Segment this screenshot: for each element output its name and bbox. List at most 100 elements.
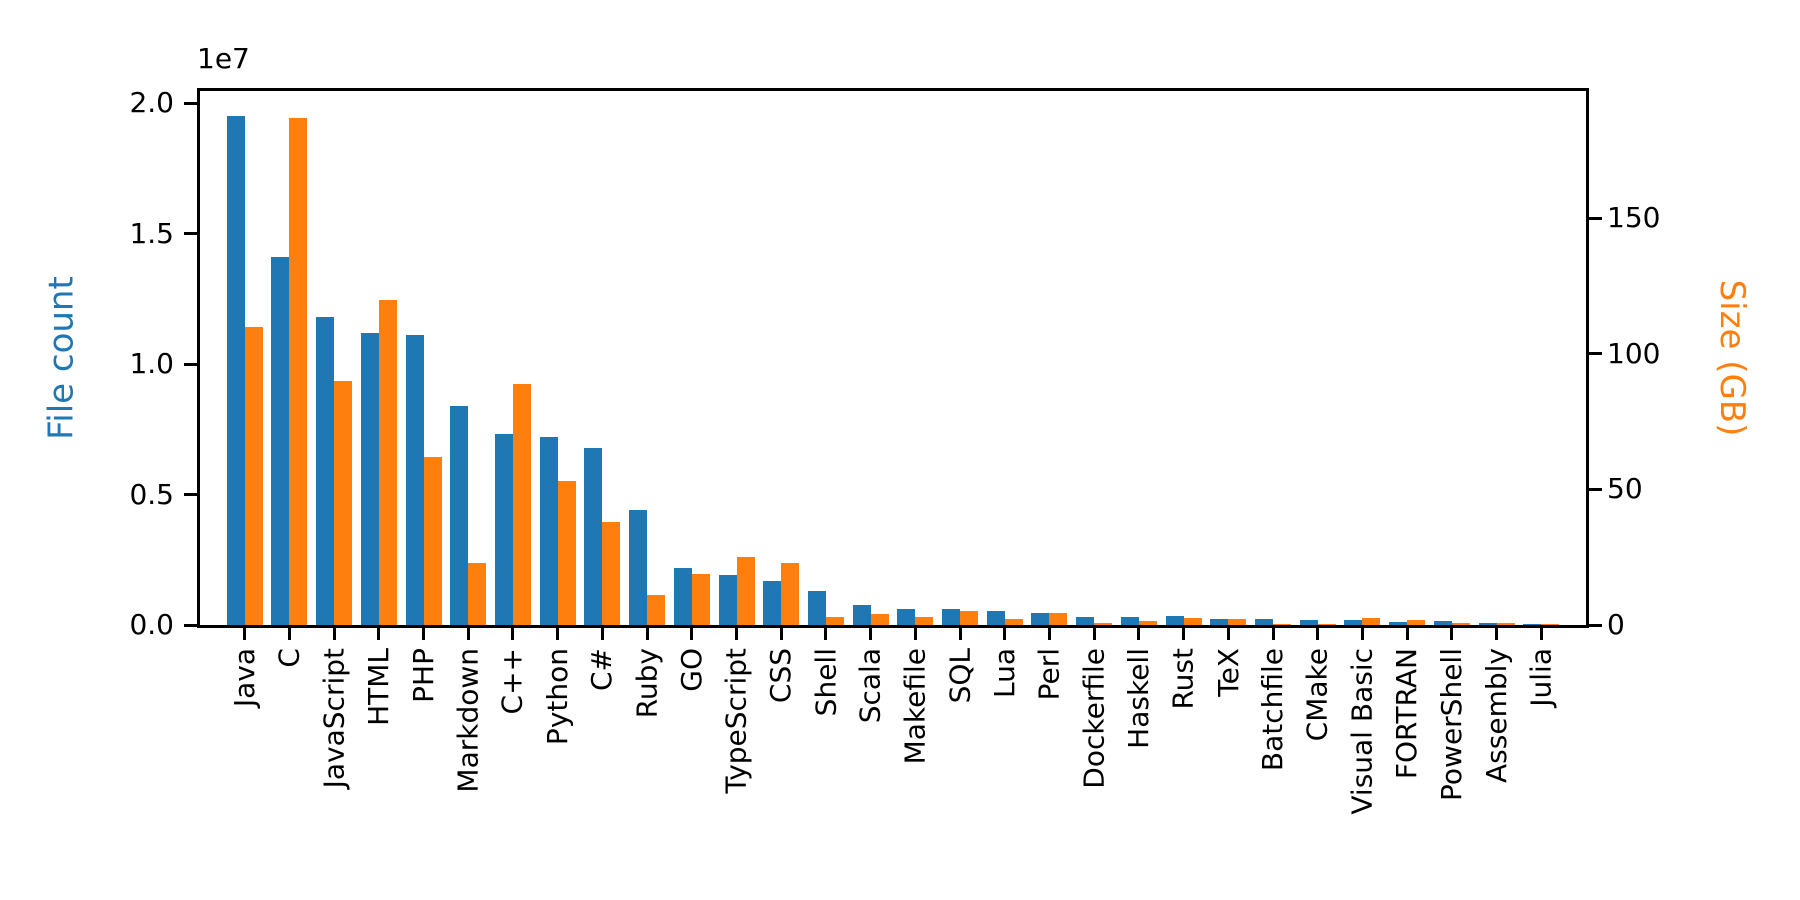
bar-file-count-TeX: [1210, 619, 1229, 625]
x-tick-Java: [243, 628, 247, 640]
x-tick-Makefile: [913, 628, 917, 640]
bar-size-HTML: [378, 299, 397, 625]
x-tick-PHP: [422, 628, 426, 640]
x-tick-CSS: [779, 628, 783, 640]
bar-size-CMake: [1317, 623, 1336, 625]
x-tick-label-C#: C#: [585, 648, 619, 692]
x-tick-CMake: [1316, 628, 1320, 640]
bar-file-count-JavaScript: [316, 317, 335, 625]
bar-file-count-Julia: [1523, 623, 1542, 625]
y-tick-label-right-0: 0: [1607, 608, 1625, 641]
y-tick-left-1.0: [184, 362, 197, 366]
bar-file-count-Dockerfile: [1076, 616, 1095, 625]
x-tick-Ruby: [645, 628, 649, 640]
x-tick-C++: [511, 628, 515, 640]
bar-size-C#: [602, 522, 621, 625]
bar-size-TypeScript: [736, 557, 755, 625]
x-tick-label-C++: C++: [495, 648, 529, 715]
bar-size-FORTRAN: [1407, 619, 1426, 625]
x-tick-Visual Basic: [1360, 628, 1364, 640]
y-tick-label-left-1.5: 1.5: [129, 216, 174, 250]
x-tick-label-Makefile: Makefile: [898, 648, 932, 765]
x-tick-Dockerfile: [1092, 628, 1096, 640]
bar-size-Markdown: [468, 562, 487, 625]
bar-size-Rust: [1183, 617, 1202, 625]
x-tick-label-Lua: Lua: [987, 648, 1021, 699]
bar-file-count-Java: [226, 116, 245, 625]
y-tick-right-0: [1589, 623, 1602, 627]
x-tick-label-GO: GO: [674, 648, 708, 692]
y-tick-left-0.5: [184, 493, 197, 496]
x-tick-Assembly: [1495, 628, 1499, 640]
bar-file-count-C#: [584, 447, 603, 625]
x-tick-label-Ruby: Ruby: [630, 648, 664, 719]
y-axis-offset-label: 1e7: [197, 42, 250, 75]
x-tick-label-C: C: [272, 648, 306, 668]
bar-size-Java: [244, 326, 263, 625]
bar-size-TeX: [1228, 619, 1247, 625]
bar-file-count-Markdown: [450, 405, 469, 625]
bar-file-count-C: [271, 257, 290, 625]
x-tick-C: [287, 628, 291, 640]
bar-size-Visual Basic: [1362, 618, 1381, 625]
bar-file-count-Scala: [852, 605, 871, 625]
bar-size-Haskell: [1138, 620, 1157, 625]
bar-file-count-Perl: [1031, 613, 1050, 625]
bar-file-count-Assembly: [1478, 623, 1497, 625]
x-tick-label-FORTRAN: FORTRAN: [1390, 648, 1424, 780]
y-tick-label-left-1.0: 1.0: [129, 347, 174, 380]
x-tick-C#: [600, 628, 604, 640]
bar-file-count-CSS: [763, 580, 782, 625]
bar-size-Batchfile: [1273, 623, 1292, 625]
x-tick-Scala: [869, 628, 873, 640]
x-tick-label-HTML: HTML: [361, 648, 395, 726]
y-tick-left-1.5: [184, 232, 197, 235]
x-tick-label-Scala: Scala: [853, 648, 887, 724]
bar-file-count-Visual Basic: [1344, 619, 1363, 625]
bar-size-JavaScript: [334, 381, 353, 625]
x-tick-label-Batchfile: Batchfile: [1256, 648, 1290, 772]
x-tick-FORTRAN: [1405, 628, 1409, 640]
bar-file-count-TypeScript: [718, 575, 737, 625]
y-tick-label-left-0.0: 0.0: [129, 608, 174, 641]
x-tick-Markdown: [466, 628, 470, 640]
y-tick-label-left-0.5: 0.5: [129, 477, 174, 511]
x-tick-Haskell: [1137, 628, 1141, 640]
x-tick-label-PowerShell: PowerShell: [1434, 648, 1468, 801]
bar-size-Makefile: [915, 616, 934, 625]
y-tick-right-50: [1589, 487, 1602, 491]
x-tick-label-CMake: CMake: [1300, 648, 1334, 742]
x-tick-label-Visual Basic: Visual Basic: [1345, 648, 1379, 815]
bar-file-count-Python: [539, 437, 558, 625]
bar-size-Julia: [1541, 624, 1560, 625]
x-tick-Julia: [1539, 628, 1543, 640]
x-tick-label-TypeScript: TypeScript: [719, 648, 753, 794]
x-tick-label-CSS: CSS: [764, 648, 798, 704]
bar-size-Scala: [870, 614, 889, 625]
x-tick-label-Markdown: Markdown: [451, 648, 485, 793]
bar-size-PowerShell: [1451, 622, 1470, 625]
x-tick-label-TeX: TeX: [1211, 648, 1245, 697]
x-tick-label-Rust: Rust: [1166, 648, 1200, 710]
bar-size-C: [289, 118, 308, 625]
x-tick-Python: [556, 628, 560, 640]
x-tick-GO: [690, 628, 694, 640]
bar-file-count-SQL: [942, 609, 961, 625]
x-tick-label-Dockerfile: Dockerfile: [1077, 648, 1111, 789]
x-tick-Batchfile: [1271, 628, 1275, 640]
bar-size-Lua: [1004, 619, 1023, 625]
x-tick-HTML: [377, 628, 381, 640]
y-tick-left-2.0: [184, 101, 197, 105]
x-tick-label-Java: Java: [227, 648, 261, 708]
x-tick-SQL: [958, 628, 962, 640]
bar-file-count-Rust: [1165, 616, 1184, 625]
x-tick-label-Assembly: Assembly: [1479, 648, 1513, 783]
bar-file-count-CMake: [1299, 620, 1318, 625]
x-tick-label-Perl: Perl: [1032, 648, 1066, 701]
x-tick-label-PHP: PHP: [406, 648, 440, 703]
bar-size-Dockerfile: [1094, 623, 1113, 625]
x-tick-Rust: [1182, 628, 1186, 640]
bar-size-Python: [557, 481, 576, 625]
bar-file-count-Lua: [986, 611, 1005, 625]
